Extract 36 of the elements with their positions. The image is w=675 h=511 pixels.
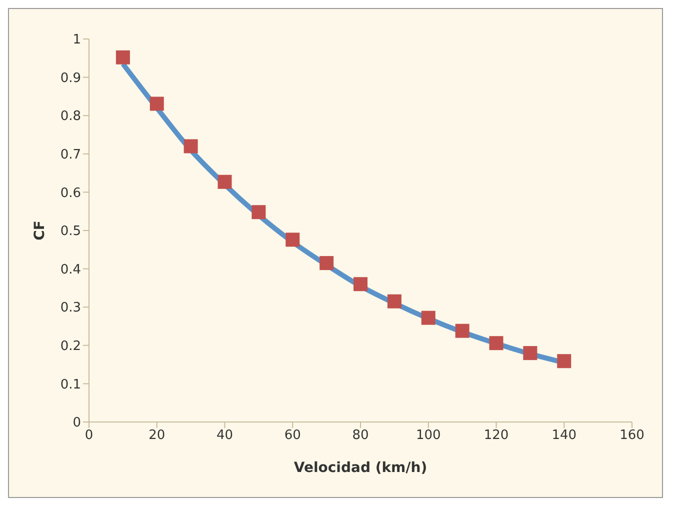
point [523,346,538,360]
point [252,205,266,220]
y-tick-label: 0.3 [60,300,81,316]
x-tick-label: 100 [416,428,441,444]
point [489,336,504,350]
point [218,174,232,189]
y-axis-title: CF [32,220,48,240]
x-tick-label: 80 [352,428,369,444]
x-tick-label: 0 [84,428,94,444]
point [557,354,572,368]
y-tick-label: 0.2 [60,339,81,354]
x-axis-title: Velocidad (km/h) [294,460,428,476]
point [184,139,198,154]
point [421,310,436,325]
x-tick-label: 60 [284,428,301,444]
x-tick-label: 140 [552,428,577,444]
point [354,277,368,292]
x-tick-label: 20 [148,428,166,444]
y-tick-label: 0.5 [60,224,81,240]
y-tick-label: 0.9 [60,70,81,86]
point [455,324,470,338]
y-tick-label: 1 [72,32,81,48]
y-tick-label: 0.4 [60,262,81,278]
x-tick-label: 40 [216,428,234,444]
point [116,50,130,64]
x-tick-label: 160 [620,428,644,444]
point [387,294,402,308]
y-tick-label: 0.1 [60,377,81,392]
y-tick-label: 0.6 [60,186,81,201]
x-tick-label: 120 [484,428,509,444]
point [150,96,164,111]
y-tick-label: 0 [72,416,81,431]
point [320,256,334,270]
y-tick-label: 0.7 [60,148,81,163]
y-tick-label: 0.8 [60,109,81,124]
point [286,232,300,247]
